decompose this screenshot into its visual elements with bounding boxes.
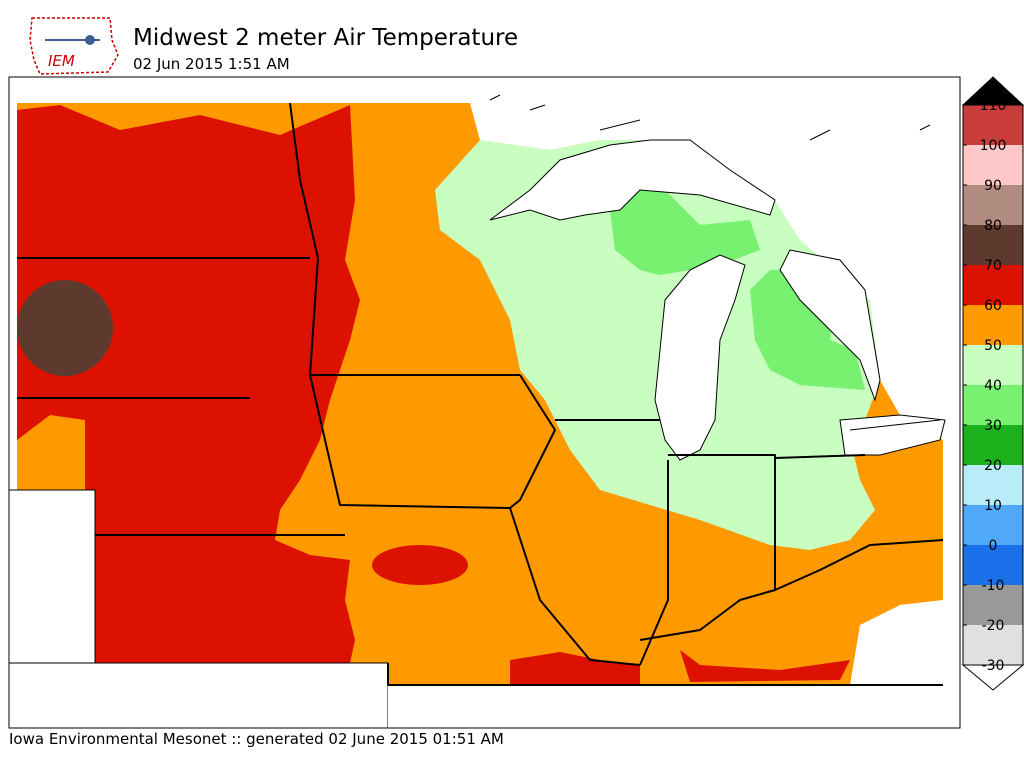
- logo: IEM: [29, 17, 119, 75]
- state-borders: [17, 102, 944, 686]
- logo-dot: [85, 35, 95, 45]
- region-40-50: [435, 130, 880, 550]
- region-30-40: [610, 185, 760, 275]
- logo-text: IEM: [48, 52, 75, 70]
- region-60-70: [680, 650, 850, 682]
- lake-huron: [779, 249, 881, 402]
- colorbar-bin: [963, 345, 1023, 385]
- colorbar-bin: [963, 305, 1023, 345]
- colorbar-bin: [963, 545, 1023, 585]
- lake-superior: [489, 139, 776, 221]
- title: Midwest 2 meter Air Temperature: [133, 25, 518, 51]
- colorbar-bin: [963, 385, 1023, 425]
- colorbar-label: -10: [982, 578, 1005, 594]
- colorbar-bin: [963, 185, 1023, 225]
- region-60-70: [510, 652, 640, 685]
- unmapped-area: [850, 600, 960, 685]
- unmapped-area: [470, 78, 960, 545]
- colorbar-label: 50: [984, 338, 1002, 354]
- region-70-80: [17, 280, 113, 376]
- footer: Iowa Environmental Mesonet :: generated …: [9, 730, 504, 748]
- colorbar-label: -30: [982, 658, 1005, 674]
- region-60-70: [372, 545, 468, 585]
- colorbar-bin: [963, 145, 1023, 185]
- logo-outline: [29, 17, 119, 75]
- colorbar-label: 30: [984, 418, 1002, 434]
- unmapped-area: [8, 662, 389, 729]
- region-30-40: [750, 270, 865, 390]
- colorbar-label: 40: [984, 378, 1002, 394]
- colorbar-label: 100: [980, 138, 1007, 154]
- colorbar-bin: [963, 265, 1023, 305]
- unmapped-area: [9, 77, 470, 103]
- colorbar-label: 80: [984, 218, 1002, 234]
- colorbar-label: 110: [980, 98, 1007, 114]
- colorbar-bin: [963, 105, 1023, 145]
- unmapped-area: [388, 685, 960, 728]
- colorbar: -30 -20 -10 0 10 20 30 40 50 60 70 80 90 100 110: [961, 76, 1024, 691]
- colorbar-label: -20: [982, 618, 1005, 634]
- region-60-70: [17, 105, 360, 663]
- colorbar-bin: [963, 425, 1023, 465]
- colorbar-label: 20: [984, 458, 1002, 474]
- subtitle: 02 Jun 2015 1:51 AM: [133, 55, 290, 73]
- colorbar-label: 70: [984, 258, 1002, 274]
- map-frame: [8, 76, 961, 729]
- colorbar-bin: [963, 465, 1023, 505]
- map: [8, 76, 961, 729]
- colorbar-bin: [963, 505, 1023, 545]
- lake-michigan: [654, 254, 746, 461]
- colorbar-bin: [963, 585, 1023, 625]
- colorbar-label: 90: [984, 178, 1002, 194]
- unmapped-area: [8, 489, 96, 664]
- coastlines: [489, 94, 941, 431]
- colorbar-label: 10: [984, 498, 1002, 514]
- colorbar-label: 0: [989, 538, 998, 554]
- colorbar-bin: [963, 225, 1023, 265]
- colorbar-label: 60: [984, 298, 1002, 314]
- colorbar-bin: [963, 625, 1023, 665]
